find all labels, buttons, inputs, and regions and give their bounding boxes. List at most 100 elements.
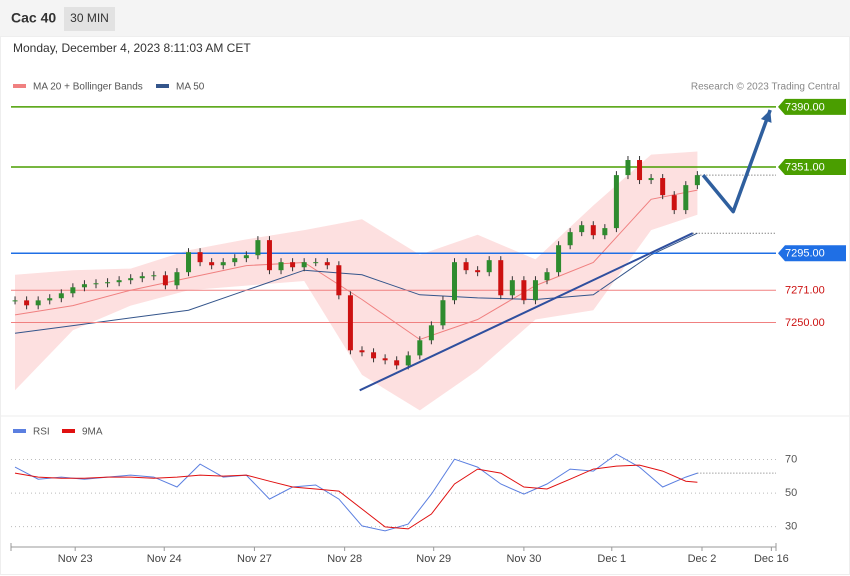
candle xyxy=(324,262,330,266)
level-label-box xyxy=(778,158,846,175)
candle xyxy=(243,255,249,259)
legend-label: RSI xyxy=(33,427,50,438)
x-tick-label: Dec 2 xyxy=(688,553,717,565)
candle xyxy=(694,175,700,186)
interval[interactable]: 30 MIN xyxy=(70,11,109,25)
candle xyxy=(544,272,550,281)
credit: Research © 2023 Trading Central xyxy=(691,82,840,93)
candle xyxy=(139,276,145,279)
candle xyxy=(12,300,18,302)
legend-swatch xyxy=(156,84,169,88)
candle xyxy=(186,252,192,273)
candle xyxy=(463,262,469,271)
level-label: 7295.00 xyxy=(785,248,825,260)
level-label: 7351.00 xyxy=(785,161,825,173)
candle xyxy=(197,252,203,263)
candle xyxy=(556,245,562,273)
candle xyxy=(648,178,654,181)
trendline xyxy=(359,232,694,392)
candle xyxy=(105,282,111,284)
level-label: 7271.00 xyxy=(785,285,825,297)
level-label: 7390.00 xyxy=(785,101,825,113)
candle xyxy=(151,275,157,277)
candle xyxy=(371,352,377,359)
y-tick-label: 50 xyxy=(785,487,797,499)
candle xyxy=(382,358,388,361)
candle xyxy=(81,284,87,288)
candle xyxy=(70,287,76,294)
x-tick-label: Nov 23 xyxy=(58,553,93,565)
x-tick-label: Dec 16 xyxy=(754,553,789,565)
legend-swatch xyxy=(13,429,26,433)
indicator-line xyxy=(14,464,698,530)
candle xyxy=(579,225,585,233)
candle xyxy=(394,360,400,366)
candle xyxy=(336,265,342,296)
x-tick-label: Nov 29 xyxy=(416,553,451,565)
legend-label: MA 20 + Bollinger Bands xyxy=(33,82,143,93)
candle xyxy=(255,240,261,256)
candle xyxy=(266,240,272,271)
candle xyxy=(174,272,180,286)
symbol: Cac 40 xyxy=(11,10,56,26)
level-label-box xyxy=(778,98,846,115)
candle xyxy=(405,355,411,366)
candle xyxy=(35,300,41,306)
candle xyxy=(683,185,689,211)
indicator-line xyxy=(14,453,698,532)
candle xyxy=(278,262,284,271)
header-bar xyxy=(0,0,850,36)
candle xyxy=(486,260,492,273)
candle xyxy=(347,295,353,351)
candle xyxy=(116,280,122,283)
candle xyxy=(301,262,307,268)
candle xyxy=(24,300,30,306)
level-label: 7250.00 xyxy=(785,317,825,329)
candle xyxy=(671,195,677,211)
candle xyxy=(209,262,215,266)
candle xyxy=(498,260,504,296)
candle xyxy=(359,350,365,353)
candle xyxy=(509,280,515,296)
candle xyxy=(625,160,631,176)
timestamp: Monday, December 4, 2023 8:11:03 AM CET xyxy=(13,41,251,55)
candle xyxy=(613,175,619,229)
candle xyxy=(232,258,238,263)
forecast-arrowhead xyxy=(760,109,772,123)
candle xyxy=(660,178,666,196)
x-tick-label: Dec 1 xyxy=(597,553,626,565)
candle xyxy=(452,262,458,301)
x-tick-label: Nov 24 xyxy=(147,553,182,565)
bollinger-band xyxy=(15,151,698,411)
candle xyxy=(47,298,53,301)
legend-label: 9MA xyxy=(82,427,103,438)
x-tick-label: Nov 30 xyxy=(506,553,541,565)
candle xyxy=(475,270,481,273)
candle xyxy=(440,300,446,326)
legend-swatch xyxy=(13,84,26,88)
candle xyxy=(162,275,168,286)
candle xyxy=(532,280,538,301)
candle xyxy=(567,232,573,246)
candle xyxy=(58,293,64,299)
candle xyxy=(521,280,527,301)
candle xyxy=(637,160,643,181)
candle xyxy=(428,325,434,341)
x-tick-label: Nov 28 xyxy=(327,553,362,565)
candle xyxy=(290,262,296,268)
y-tick-label: 30 xyxy=(785,520,797,532)
candle xyxy=(590,225,596,236)
candle xyxy=(602,228,608,236)
level-label-box xyxy=(778,245,846,262)
candle xyxy=(93,283,99,285)
interval-box[interactable] xyxy=(64,7,115,31)
moving-average xyxy=(14,232,698,334)
forecast-path xyxy=(701,109,772,214)
candle xyxy=(417,340,423,356)
candle xyxy=(220,262,226,266)
x-tick-label: Nov 27 xyxy=(237,553,272,565)
legend-label: MA 50 xyxy=(176,82,205,93)
legend-swatch xyxy=(62,429,75,433)
candle xyxy=(128,278,134,281)
